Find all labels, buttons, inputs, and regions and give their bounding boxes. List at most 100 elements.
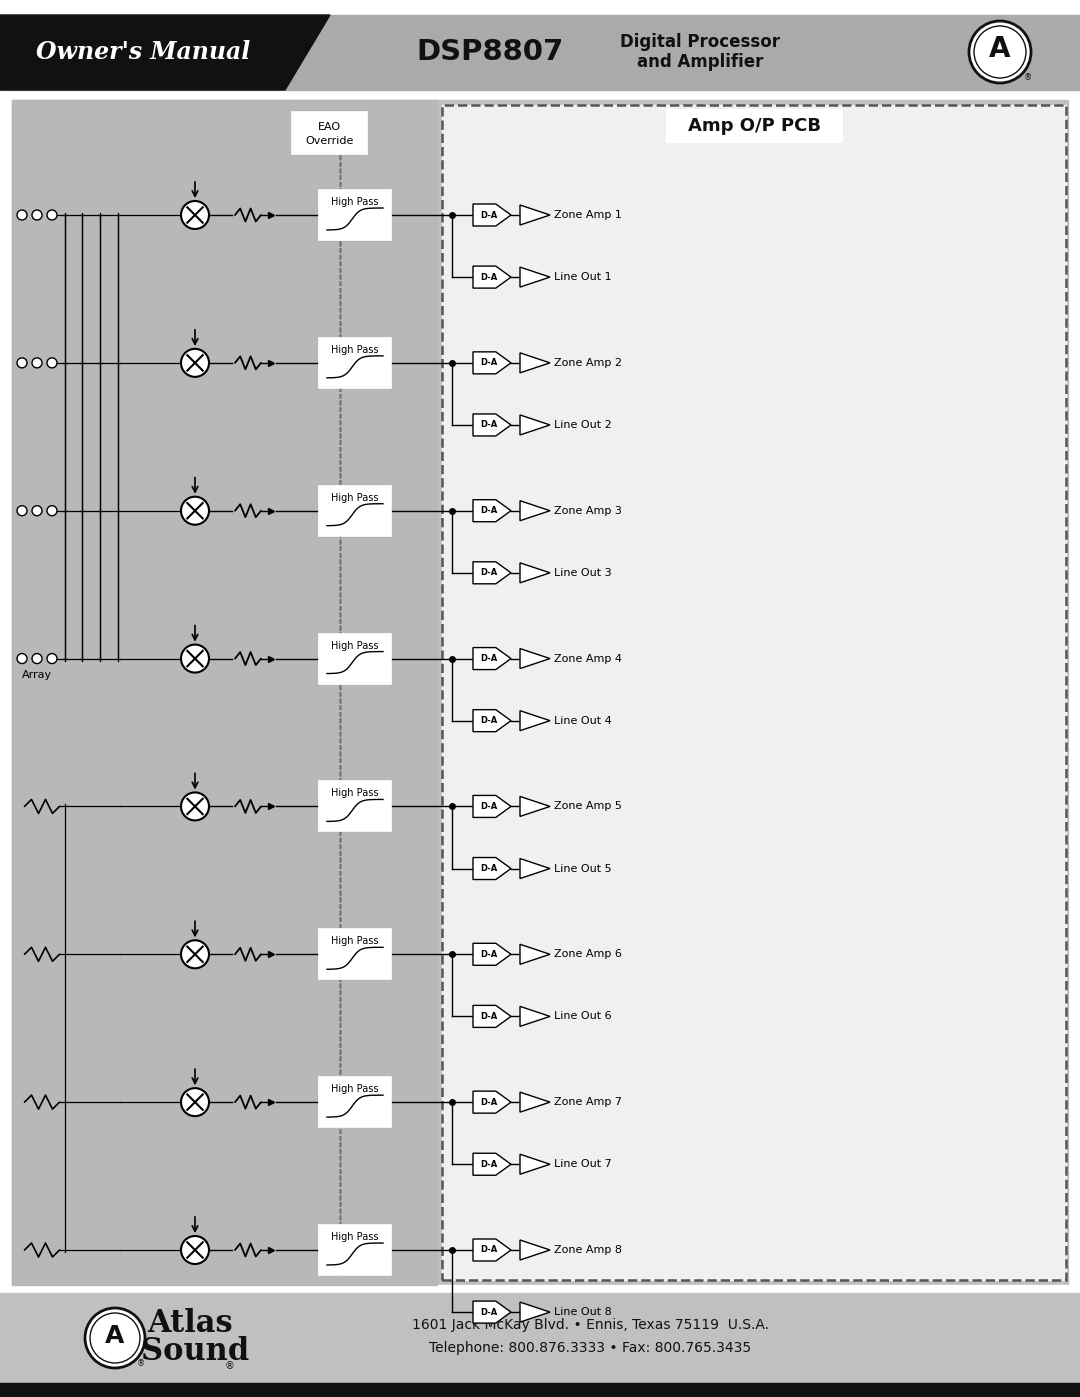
Text: Sound: Sound	[140, 1337, 249, 1368]
Text: Amp O/P PCB: Amp O/P PCB	[688, 117, 821, 136]
Circle shape	[32, 506, 42, 515]
Bar	[0, 1294, 1080, 1383]
Bar	[442, 105, 1066, 1280]
Text: Line Out 7: Line Out 7	[554, 1160, 611, 1169]
Text: D-A: D-A	[481, 1098, 498, 1106]
Polygon shape	[473, 1006, 511, 1027]
Circle shape	[969, 21, 1031, 82]
Bar	[319, 1077, 391, 1127]
Polygon shape	[519, 796, 550, 816]
Circle shape	[181, 940, 210, 968]
Text: D-A: D-A	[481, 569, 498, 577]
Text: Atlas: Atlas	[147, 1309, 233, 1340]
Text: Line Out 4: Line Out 4	[554, 715, 611, 725]
Circle shape	[181, 349, 210, 377]
Text: D-A: D-A	[481, 654, 498, 664]
Text: High Pass: High Pass	[332, 641, 379, 651]
Text: High Pass: High Pass	[332, 493, 379, 503]
Text: High Pass: High Pass	[332, 345, 379, 355]
Polygon shape	[519, 711, 550, 731]
Text: Zone Amp 6: Zone Amp 6	[554, 950, 622, 960]
Text: D-A: D-A	[481, 863, 498, 873]
Circle shape	[32, 654, 42, 664]
Circle shape	[17, 210, 27, 219]
Polygon shape	[519, 205, 550, 225]
Circle shape	[17, 654, 27, 664]
Polygon shape	[473, 414, 511, 436]
Text: Line Out 8: Line Out 8	[554, 1308, 611, 1317]
Text: High Pass: High Pass	[332, 1084, 379, 1094]
Polygon shape	[473, 1239, 511, 1261]
Polygon shape	[473, 710, 511, 732]
Circle shape	[17, 358, 27, 367]
Text: Line Out 1: Line Out 1	[554, 272, 611, 282]
Polygon shape	[519, 1006, 550, 1027]
Polygon shape	[473, 648, 511, 669]
Circle shape	[48, 506, 57, 515]
Text: Line Out 3: Line Out 3	[554, 567, 611, 578]
Text: D-A: D-A	[481, 1160, 498, 1169]
Text: D-A: D-A	[481, 1246, 498, 1255]
Polygon shape	[473, 265, 511, 288]
Polygon shape	[473, 352, 511, 374]
Bar	[319, 634, 391, 683]
Text: D-A: D-A	[481, 717, 498, 725]
Circle shape	[48, 654, 57, 664]
Polygon shape	[519, 500, 550, 521]
Circle shape	[181, 792, 210, 820]
Polygon shape	[519, 353, 550, 373]
Bar	[319, 190, 391, 240]
Text: A: A	[106, 1324, 124, 1348]
Polygon shape	[519, 859, 550, 879]
Text: Zone Amp 1: Zone Amp 1	[554, 210, 622, 219]
Polygon shape	[519, 1302, 550, 1322]
Circle shape	[181, 497, 210, 525]
Text: Line Out 5: Line Out 5	[554, 863, 611, 873]
Bar	[319, 781, 391, 831]
Polygon shape	[519, 415, 550, 434]
Text: Owner's Manual: Owner's Manual	[36, 41, 251, 64]
Circle shape	[32, 358, 42, 367]
Circle shape	[181, 201, 210, 229]
Circle shape	[48, 358, 57, 367]
Bar	[0, 15, 1080, 89]
Text: D-A: D-A	[481, 950, 498, 958]
Text: ®: ®	[137, 1359, 145, 1369]
Text: DSP8807: DSP8807	[416, 38, 564, 66]
Text: D-A: D-A	[481, 211, 498, 219]
Bar	[667, 110, 842, 142]
Text: Zone Amp 3: Zone Amp 3	[554, 506, 622, 515]
Polygon shape	[473, 204, 511, 226]
Polygon shape	[473, 562, 511, 584]
Text: Zone Amp 7: Zone Amp 7	[554, 1097, 622, 1108]
Text: Override: Override	[306, 137, 353, 147]
Text: ®: ®	[1024, 74, 1032, 82]
Text: Digital Processor: Digital Processor	[620, 34, 780, 52]
Polygon shape	[0, 15, 330, 89]
Bar	[12, 101, 1068, 1285]
Text: D-A: D-A	[481, 802, 498, 810]
Bar	[319, 486, 391, 535]
Bar	[319, 1225, 391, 1275]
Polygon shape	[473, 1301, 511, 1323]
Circle shape	[17, 506, 27, 515]
Text: Array: Array	[22, 669, 52, 679]
Text: Telephone: 800.876.3333 • Fax: 800.765.3435: Telephone: 800.876.3333 • Fax: 800.765.3…	[429, 1341, 751, 1355]
Text: High Pass: High Pass	[332, 788, 379, 799]
Circle shape	[48, 210, 57, 219]
Polygon shape	[519, 1092, 550, 1112]
Text: High Pass: High Pass	[332, 936, 379, 946]
Polygon shape	[519, 648, 550, 669]
Polygon shape	[473, 795, 511, 817]
Bar	[12, 101, 437, 1285]
Text: D-A: D-A	[481, 359, 498, 367]
Circle shape	[85, 1308, 145, 1368]
Text: D-A: D-A	[481, 1011, 498, 1021]
Polygon shape	[473, 1091, 511, 1113]
Polygon shape	[473, 943, 511, 965]
Text: Zone Amp 5: Zone Amp 5	[554, 802, 622, 812]
Bar	[319, 929, 391, 979]
Text: and Amplifier: and Amplifier	[637, 53, 764, 71]
Bar	[0, 1285, 1080, 1397]
Text: Zone Amp 8: Zone Amp 8	[554, 1245, 622, 1255]
